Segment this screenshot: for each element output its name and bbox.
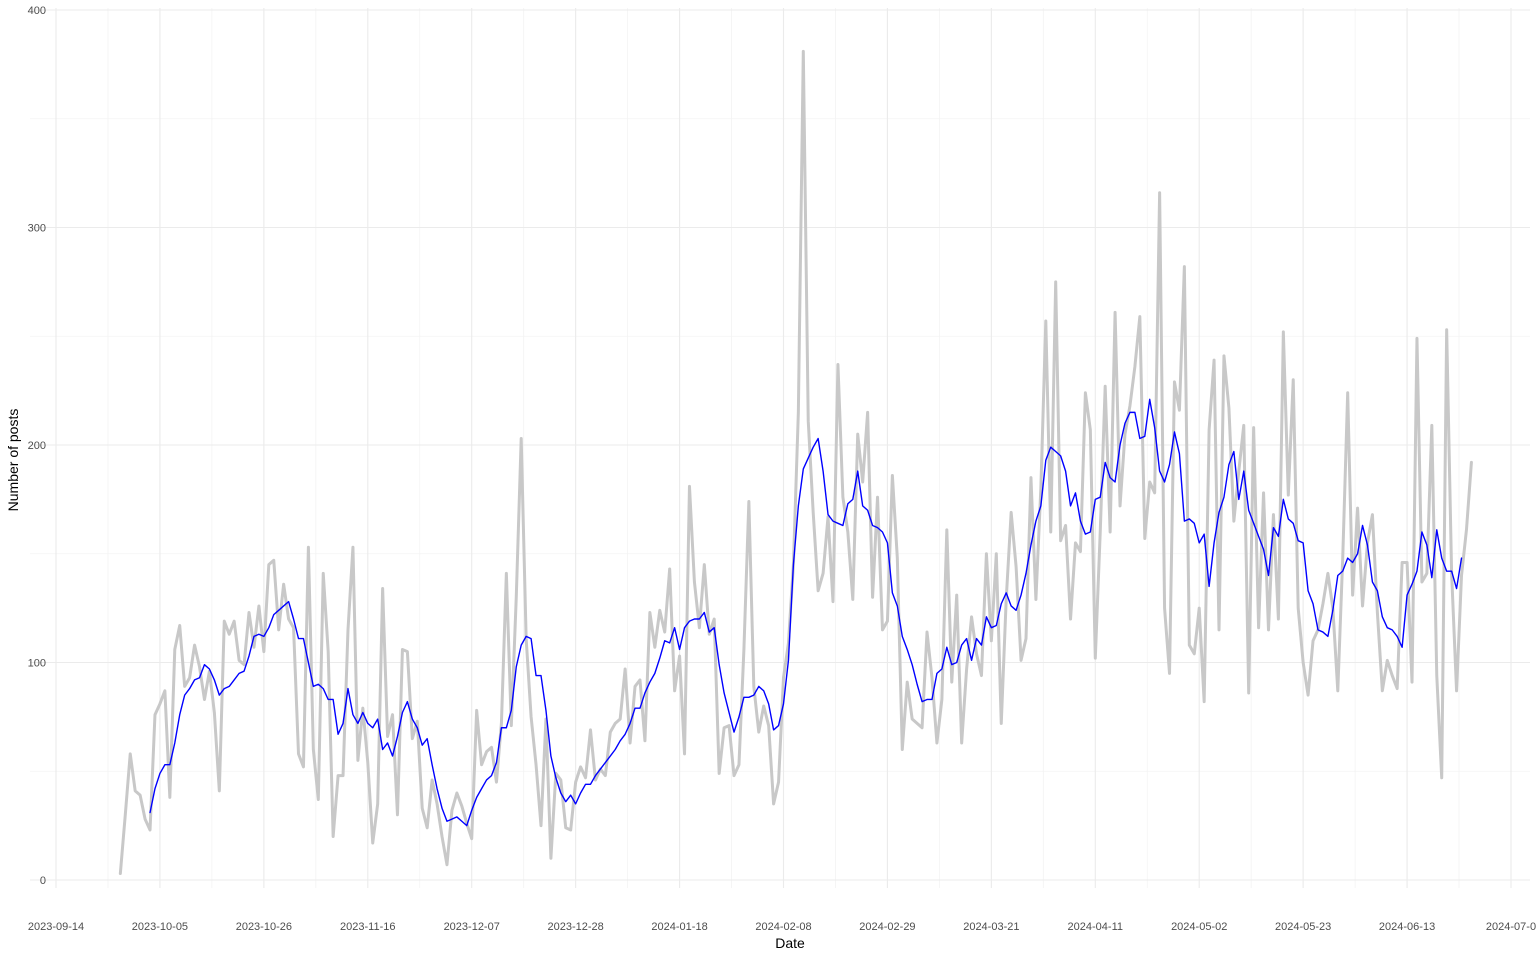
x-tick-label: 2024-06-13 [1379,921,1435,933]
y-tick-label: 400 [28,5,46,17]
x-tick-label: 2023-11-16 [340,921,395,933]
y-axis-ticks: 0 100 200 300 400 [28,5,46,887]
x-tick-label: 2023-10-26 [236,921,292,933]
x-tick-label: 2023-09-14 [28,921,84,933]
x-tick-label: 2023-10-05 [132,921,188,933]
grid [30,8,1530,888]
x-tick-label: 2024-01-18 [651,921,707,933]
y-tick-label: 200 [28,440,46,452]
x-axis-ticks: 2023-09-14 2023-10-05 2023-10-26 2023-11-16… [28,921,1536,933]
y-tick-label: 0 [40,875,46,887]
y-tick-label: 100 [28,658,46,670]
x-axis-title: Date [775,935,805,951]
y-axis-title: Number of posts [5,409,21,512]
x-tick-label: 2024-04-11 [1068,921,1123,933]
y-tick-label: 300 [28,223,46,235]
series-layer [118,49,1473,875]
x-tick-label: 2023-12-28 [548,921,604,933]
rolling-average-line [149,398,1463,827]
x-tick-label: 2024-03-21 [963,921,1019,933]
x-tick-label: 2024-07-0 [1486,921,1536,933]
x-tick-label: 2024-02-08 [755,921,811,933]
x-tick-label: 2024-05-23 [1275,921,1331,933]
daily-posts-line [118,49,1473,875]
x-tick-label: 2024-05-02 [1171,921,1227,933]
x-tick-label: 2024-02-29 [859,921,915,933]
x-tick-label: 2023-12-07 [444,921,500,933]
